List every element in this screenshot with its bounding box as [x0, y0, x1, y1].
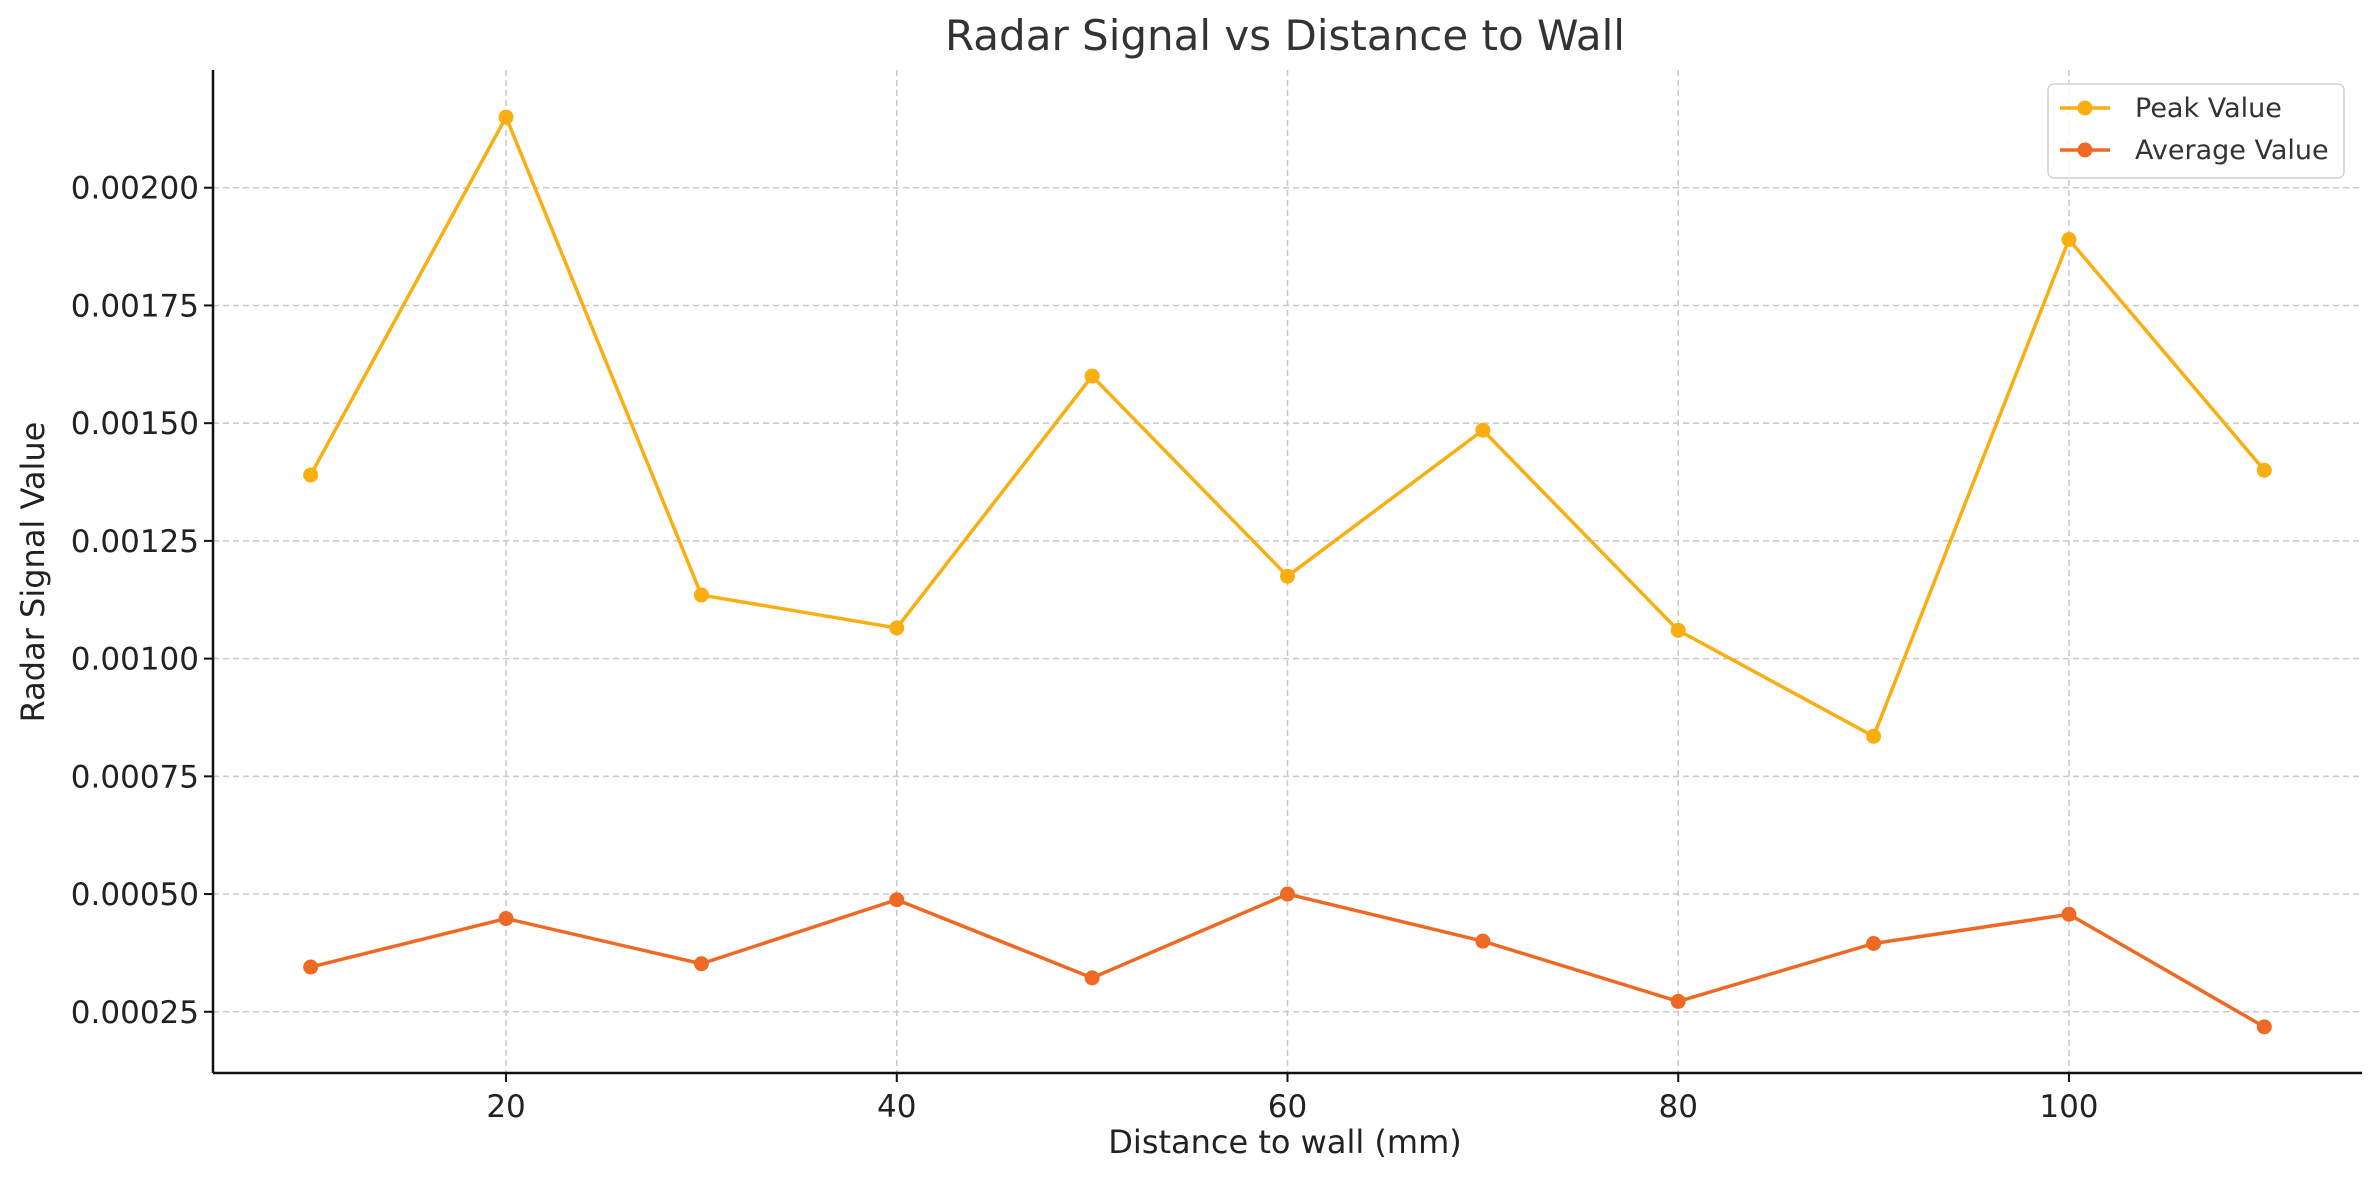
- x-axis-label: Distance to wall (mm): [1108, 1123, 1461, 1161]
- data-point: [1670, 993, 1686, 1009]
- data-point: [1670, 622, 1686, 638]
- data-point: [693, 587, 709, 603]
- data-point: [2256, 1019, 2272, 1035]
- legend: Peak Value Average Value: [2047, 83, 2345, 179]
- x-tick-label: 80: [1659, 1089, 1698, 1125]
- data-point: [1475, 422, 1491, 438]
- data-point: [1280, 886, 1295, 902]
- data-point: [693, 956, 709, 972]
- y-axis-label: Radar Signal Value: [14, 422, 52, 723]
- y-tick-label: 0.00100: [71, 642, 199, 678]
- chart-title: Radar Signal vs Distance to Wall: [945, 11, 1625, 60]
- data-point: [2061, 232, 2077, 248]
- data-point: [1280, 568, 1295, 584]
- data-point: [498, 911, 514, 927]
- legend-label: Peak Value: [2135, 93, 2282, 124]
- data-point: [2061, 906, 2077, 922]
- legend-box: [2047, 83, 2345, 179]
- data-point: [303, 467, 319, 483]
- data-point: [1475, 933, 1491, 949]
- y-tick-label: 0.00050: [71, 877, 199, 913]
- y-tick-label: 0.00025: [71, 995, 199, 1031]
- legend-marker: [2077, 142, 2093, 158]
- data-point: [889, 892, 905, 908]
- data-point: [1866, 728, 1882, 744]
- y-tick-label: 0.00175: [71, 288, 199, 324]
- data-point: [303, 959, 319, 975]
- data-point: [1866, 936, 1882, 952]
- y-tick-label: 0.00075: [71, 759, 199, 795]
- y-tick-label: 0.00200: [71, 171, 199, 207]
- data-point: [498, 109, 514, 125]
- data-point: [889, 620, 905, 636]
- series-0-group: [303, 109, 2272, 744]
- y-tick-label: 0.00150: [71, 406, 199, 442]
- x-tick-label: 100: [2039, 1089, 2098, 1125]
- ticks-layer: 20 40 60 80 100 0.00025 0.00050 0.00075 0.00100 0…: [71, 171, 2099, 1125]
- data-point: [1084, 368, 1100, 384]
- data-point: [1084, 970, 1100, 986]
- x-tick-label: 20: [486, 1089, 525, 1125]
- x-tick-label: 60: [1268, 1089, 1307, 1125]
- legend-label: Average Value: [2135, 135, 2329, 166]
- series-layer: [303, 109, 2272, 1035]
- data-point: [2256, 462, 2272, 478]
- series-1-group: [303, 886, 2272, 1035]
- y-tick-label: 0.00125: [71, 524, 199, 560]
- legend-marker: [2077, 100, 2093, 116]
- x-tick-label: 40: [877, 1089, 916, 1125]
